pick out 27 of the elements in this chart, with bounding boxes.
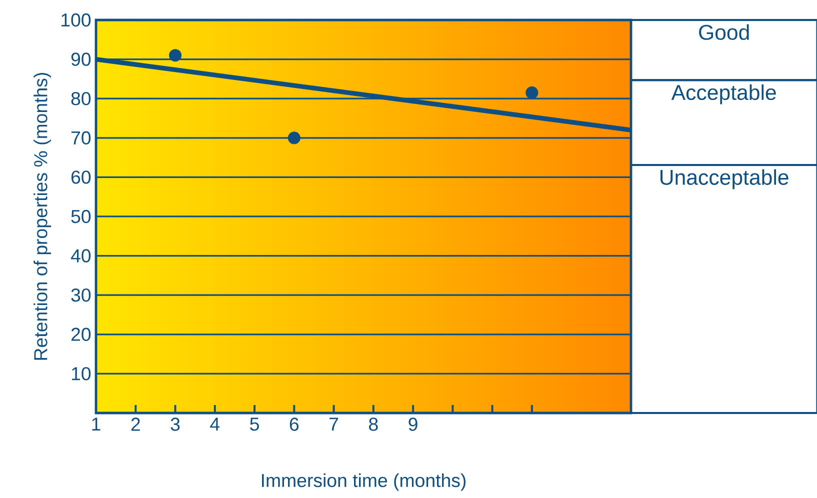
x-tick-label: 9 [408, 418, 418, 431]
x-tick-label: 5 [250, 418, 259, 431]
text: Good [699, 24, 749, 40]
y-tick-label: 70 [71, 131, 91, 144]
x-tick-label: 4 [210, 418, 220, 431]
y-tick-label: 40 [70, 249, 91, 262]
y-tick-label: 80 [71, 92, 91, 106]
x-tick-label: 1 [92, 418, 100, 431]
y-tick-label: 50 [71, 210, 91, 224]
x-tick-label: 7 [330, 418, 338, 431]
x-tick-label: 3 [170, 418, 180, 431]
y-tick-label: 100 [62, 13, 91, 27]
y-tick-label: 30 [71, 288, 91, 302]
x-tick-label: 6 [290, 418, 299, 431]
point [526, 86, 538, 99]
point [288, 132, 300, 144]
text: Acceptable [671, 84, 776, 104]
y-tick-label: 60 [71, 170, 91, 184]
text: Unacceptable [660, 169, 788, 190]
y-axis-title: Retention of properties % (months) [34, 72, 51, 360]
x-tick-label: 2 [131, 418, 140, 431]
y-tick-label: 90 [71, 52, 91, 66]
x-axis-title: Immersion time (months) [262, 473, 466, 491]
y-tick-label: 10 [72, 367, 91, 380]
y-tick-label: 20 [71, 328, 91, 341]
x-tick-label: 8 [369, 418, 378, 431]
point [169, 49, 182, 62]
